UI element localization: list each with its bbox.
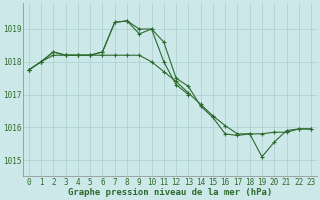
X-axis label: Graphe pression niveau de la mer (hPa): Graphe pression niveau de la mer (hPa) <box>68 188 272 197</box>
